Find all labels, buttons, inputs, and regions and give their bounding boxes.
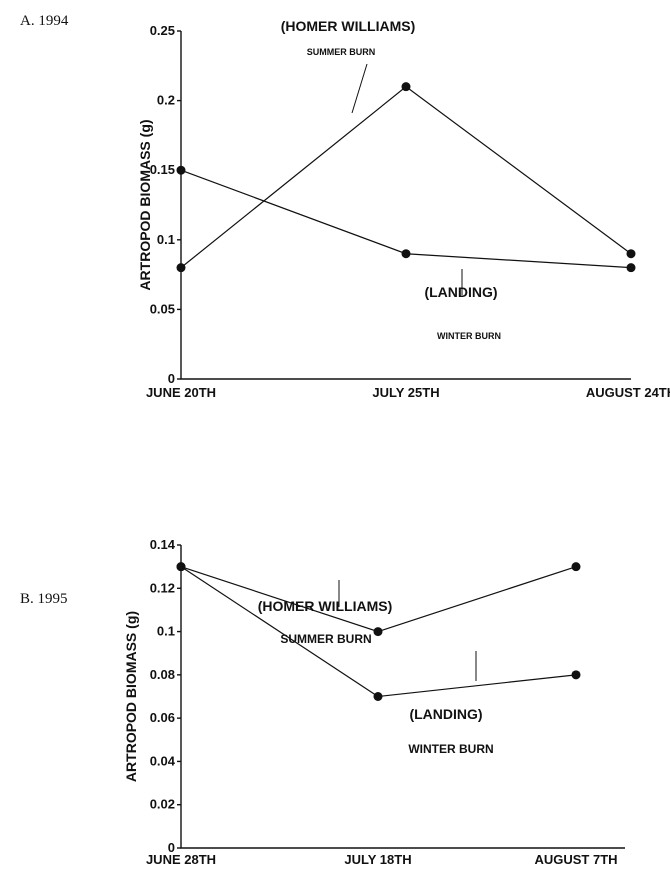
x-tick-label: JUNE 28TH — [146, 852, 216, 867]
annotation-label: (LANDING) — [409, 706, 482, 722]
x-tick-label: AUGUST 24TH — [586, 385, 670, 400]
panel-label: A. 1994 — [20, 13, 69, 29]
annotation-label: SUMMER BURN — [307, 47, 376, 57]
y-tick-label: 0.08 — [150, 667, 175, 682]
annotation-label: (HOMER WILLIAMS) — [281, 18, 416, 34]
y-axis-label: ARTROPOD BIOMASS (g) — [137, 119, 153, 290]
y-tick-label: 0.06 — [150, 710, 175, 725]
annotation-label: SUMMER BURN — [280, 632, 371, 646]
y-tick-label: 0.02 — [150, 797, 175, 812]
y-tick-label: 0 — [168, 371, 175, 386]
x-tick-label: JULY 18TH — [344, 852, 411, 867]
data-point — [176, 165, 186, 175]
data-point — [373, 692, 383, 701]
x-tick-label: JUNE 20TH — [146, 385, 216, 400]
panel-label: B. 1995 — [20, 591, 68, 607]
y-axis-label: ARTROPOD BIOMASS (g) — [123, 611, 139, 782]
y-tick-label: 0.15 — [150, 162, 175, 177]
data-point — [626, 263, 636, 273]
annotation-label: (HOMER WILLIAMS) — [258, 598, 393, 614]
annotation-label: WINTER BURN — [437, 331, 501, 341]
y-tick-label: 0.1 — [157, 232, 175, 247]
y-tick-label: 0 — [168, 840, 175, 855]
data-point — [176, 562, 186, 572]
data-point — [401, 249, 411, 259]
axis-lines — [180, 545, 625, 849]
y-tick-label: 0.05 — [150, 301, 175, 316]
chart-panel-1994: A. 1994 0 0.05 0.1 0.15 0.2 0.25 JUNE 20TH JULY … — [20, 13, 670, 400]
annotation-leader-line — [351, 63, 368, 114]
annotation-label: (LANDING) — [424, 284, 497, 300]
y-tick-label: 0.1 — [157, 624, 175, 639]
y-tick-label: 0.2 — [157, 93, 175, 108]
x-tick-label: JULY 25TH — [372, 385, 439, 400]
data-point — [373, 627, 383, 637]
chart-panel-1995: B. 1995 0 0.02 0.04 0.06 0.08 0.1 0.12 0.14 JUNE … — [20, 537, 625, 867]
data-point — [176, 263, 186, 273]
series-line-1 — [180, 85, 632, 269]
y-tick-label: 0.14 — [150, 537, 176, 552]
annotation-label: WINTER BURN — [408, 742, 493, 756]
y-tick-label: 0.04 — [150, 753, 176, 768]
data-point — [571, 670, 581, 680]
y-tick-label: 0.25 — [150, 23, 175, 38]
y-tick-label: 0.12 — [150, 580, 175, 595]
data-point — [626, 249, 636, 259]
data-point — [571, 562, 581, 572]
data-point — [401, 82, 411, 92]
x-tick-label: AUGUST 7TH — [534, 852, 617, 867]
